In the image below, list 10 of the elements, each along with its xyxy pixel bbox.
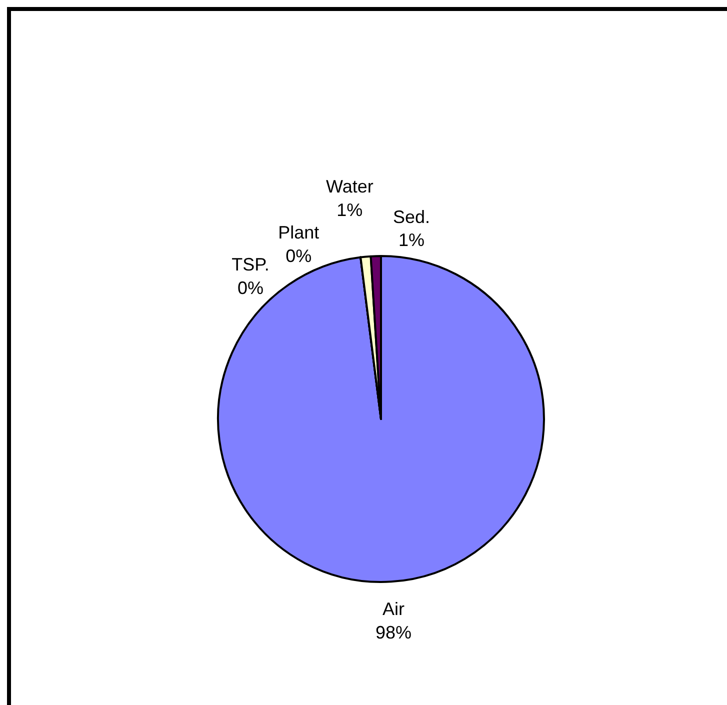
data-label: 1% — [336, 200, 363, 220]
data-label: 1% — [398, 230, 425, 250]
text: 0% — [238, 278, 264, 298]
category-label: TSP. — [232, 254, 270, 274]
slice-label: Sed. — [392, 206, 430, 227]
slice-label: Air — [382, 599, 405, 620]
data-label: 98% — [376, 622, 412, 642]
category-label: Plant — [278, 222, 320, 243]
slice-label: Water — [326, 176, 374, 197]
text: 0% — [286, 246, 312, 266]
